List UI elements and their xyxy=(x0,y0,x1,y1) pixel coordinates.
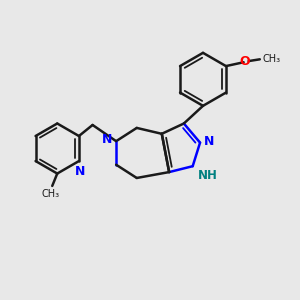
Text: N: N xyxy=(102,133,112,146)
Text: N: N xyxy=(75,165,85,178)
Text: CH₃: CH₃ xyxy=(42,189,60,199)
Text: NH: NH xyxy=(198,169,218,182)
Text: O: O xyxy=(240,55,250,68)
Text: CH₃: CH₃ xyxy=(263,54,281,64)
Text: N: N xyxy=(204,135,214,148)
